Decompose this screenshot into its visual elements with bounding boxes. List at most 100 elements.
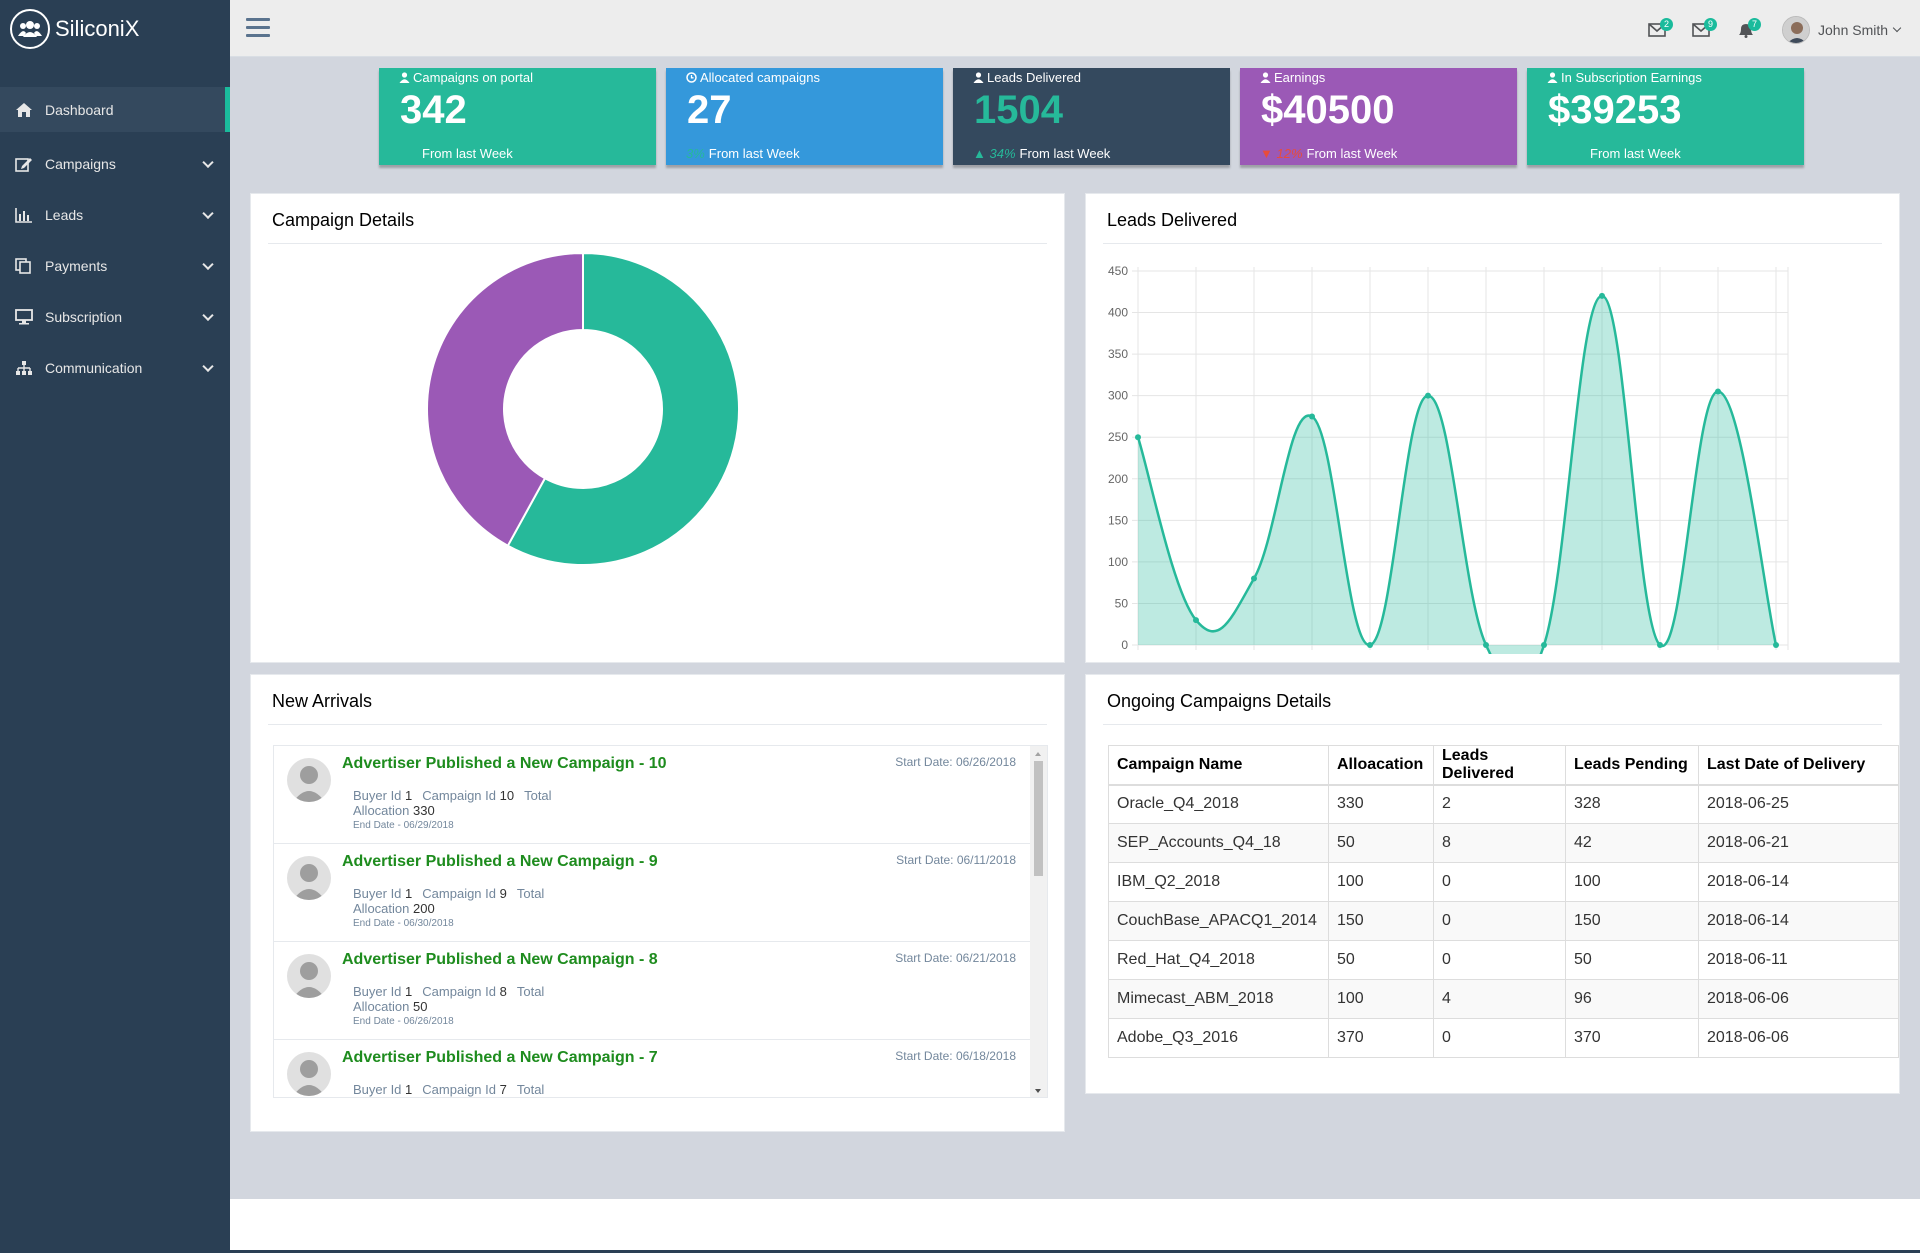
- data-point[interactable]: [1309, 413, 1315, 420]
- table-cell: 0: [1433, 940, 1566, 980]
- pie-slice[interactable]: [506, 254, 740, 566]
- table-row[interactable]: CouchBase_APACQ1_2014 150 0 150 2018-06-14: [1108, 901, 1899, 941]
- scroll-thumb[interactable]: [1034, 761, 1043, 876]
- sidebar-item-payments[interactable]: Payments: [0, 240, 230, 291]
- arrival-title[interactable]: Advertiser Published a New Campaign - 8: [342, 951, 658, 968]
- table-row[interactable]: Mimecast_ABM_2018 100 4 96 2018-06-06: [1108, 979, 1899, 1019]
- list-item[interactable]: Advertiser Published a New Campaign - 8 …: [274, 942, 1030, 1040]
- sitemap-icon: [15, 359, 37, 377]
- table-cell: 0: [1433, 901, 1566, 941]
- arrival-allocation: Allocation 200: [353, 901, 435, 916]
- pie-slice[interactable]: [426, 254, 584, 548]
- y-tick-label: 350: [1108, 347, 1128, 361]
- data-point[interactable]: [1135, 434, 1141, 441]
- data-point[interactable]: [1193, 617, 1199, 624]
- data-point[interactable]: [1715, 388, 1721, 395]
- data-point[interactable]: [1541, 642, 1547, 648]
- inbox-notification-button[interactable]: 9: [1692, 18, 1718, 40]
- table-cell: 2018-06-21: [1698, 823, 1899, 863]
- table-cell: 2: [1433, 784, 1566, 824]
- table-row[interactable]: SEP_Accounts_Q4_18 50 8 42 2018-06-21: [1108, 823, 1899, 863]
- tile-campaigns-on-portal: Campaigns on portal 342 From last Week: [379, 68, 656, 165]
- y-tick-label: 150: [1108, 513, 1128, 527]
- table-row[interactable]: Red_Hat_Q4_2018 50 0 50 2018-06-11: [1108, 940, 1899, 980]
- list-item[interactable]: Advertiser Published a New Campaign - 10…: [274, 746, 1030, 844]
- y-tick-label: 100: [1108, 555, 1128, 569]
- campaigns-table: Campaign Name Alloacation Leads Delivere…: [1108, 745, 1899, 1058]
- data-point[interactable]: [1657, 642, 1663, 648]
- tile-label: Leads Delivered: [987, 70, 1081, 85]
- list-item[interactable]: Advertiser Published a New Campaign - 9 …: [274, 844, 1030, 942]
- panel-title: Ongoing Campaigns Details: [1107, 691, 1332, 711]
- table-cell: 2018-06-25: [1698, 784, 1899, 824]
- sidebar-item-subscription[interactable]: Subscription: [0, 291, 230, 342]
- copy-icon: [15, 257, 37, 275]
- table-cell: 100: [1328, 862, 1434, 902]
- arrival-title[interactable]: Advertiser Published a New Campaign - 7: [342, 1049, 658, 1066]
- arrival-start-date: Start Date: 06/21/2018: [895, 951, 1016, 965]
- sidebar-item-leads[interactable]: Leads: [0, 189, 230, 240]
- table-cell: 100: [1565, 862, 1699, 902]
- alerts-notification-button[interactable]: 7: [1736, 18, 1762, 40]
- panel-campaign-details: Campaign Details: [250, 193, 1065, 663]
- bar-chart-icon: [15, 206, 37, 224]
- tile-leads-delivered: Leads Delivered 1504 ▲ 34% From last Week: [953, 68, 1230, 165]
- list-item[interactable]: Advertiser Published a New Campaign - 7 …: [274, 1040, 1030, 1097]
- sidebar-item-dashboard[interactable]: Dashboard: [0, 87, 230, 132]
- table-cell: 2018-06-06: [1698, 979, 1899, 1019]
- data-point[interactable]: [1773, 642, 1779, 648]
- table-cell: 96: [1565, 979, 1699, 1019]
- tile-sub: From last Week: [1306, 146, 1398, 161]
- home-icon: [15, 101, 37, 119]
- scroll-down-icon[interactable]: [1035, 1089, 1041, 1093]
- table-cell: 0: [1433, 1018, 1566, 1058]
- tile-sub: From last Week: [1590, 146, 1681, 161]
- table-cell: 8: [1433, 823, 1566, 863]
- table-cell: 2018-06-06: [1698, 1018, 1899, 1058]
- sidebar-item-communication[interactable]: Communication: [0, 342, 230, 393]
- tile-value: $39253: [1548, 88, 1682, 132]
- mail-badge: 2: [1660, 18, 1674, 31]
- arrivals-list[interactable]: Advertiser Published a New Campaign - 10…: [273, 745, 1048, 1098]
- col-header: Leads Pending: [1565, 745, 1699, 786]
- top-navbar: 2 9 7 John Smith: [230, 0, 1920, 57]
- mail-notification-button[interactable]: 2: [1648, 18, 1674, 40]
- alerts-badge: 7: [1748, 18, 1762, 31]
- data-point[interactable]: [1425, 392, 1431, 399]
- table-cell: Mimecast_ABM_2018: [1108, 979, 1329, 1019]
- tile-pct: ▲ 34%: [973, 146, 1016, 161]
- brand[interactable]: SiliconiX: [0, 0, 230, 58]
- table-cell: IBM_Q2_2018: [1108, 862, 1329, 902]
- tile-sub: From last Week: [422, 146, 513, 161]
- tile-label: Campaigns on portal: [413, 70, 533, 85]
- table-cell: 100: [1328, 979, 1434, 1019]
- arrival-title[interactable]: Advertiser Published a New Campaign - 9: [342, 853, 658, 870]
- data-point[interactable]: [1251, 575, 1257, 582]
- arrival-end-date: End Date - 06/26/2018: [353, 1016, 454, 1027]
- user-menu[interactable]: John Smith: [1782, 16, 1902, 44]
- data-point[interactable]: [1483, 642, 1489, 648]
- arrival-title[interactable]: Advertiser Published a New Campaign - 10: [342, 755, 667, 772]
- y-tick-label: 250: [1108, 430, 1128, 444]
- col-header: Leads Delivered: [1433, 745, 1566, 786]
- table-cell: 150: [1565, 901, 1699, 941]
- scroll-up-icon[interactable]: [1035, 752, 1041, 756]
- table-row[interactable]: IBM_Q2_2018 100 0 100 2018-06-14: [1108, 862, 1899, 902]
- panel-title: Campaign Details: [272, 210, 415, 230]
- table-row[interactable]: Oracle_Q4_2018 330 2 328 2018-06-25: [1108, 784, 1899, 824]
- list-scrollbar[interactable]: [1030, 746, 1047, 1097]
- tile-allocated-campaigns: Allocated campaigns 27 3% From last Week: [666, 68, 943, 165]
- table-cell: 0: [1433, 862, 1566, 902]
- data-point[interactable]: [1367, 642, 1373, 648]
- y-tick-label: 450: [1108, 264, 1128, 278]
- arrival-allocation: Allocation 50: [353, 999, 428, 1014]
- sidebar-item-campaigns[interactable]: Campaigns: [0, 138, 230, 189]
- chevron-down-icon: [202, 156, 214, 168]
- user-icon: [399, 72, 410, 83]
- data-point[interactable]: [1599, 292, 1605, 299]
- menu-toggle-icon[interactable]: [246, 18, 270, 38]
- table-row[interactable]: Adobe_Q3_2016 370 0 370 2018-06-06: [1108, 1018, 1899, 1058]
- table-cell: 42: [1565, 823, 1699, 863]
- tile-value: 342: [400, 88, 467, 132]
- y-tick-label: 0: [1121, 638, 1128, 652]
